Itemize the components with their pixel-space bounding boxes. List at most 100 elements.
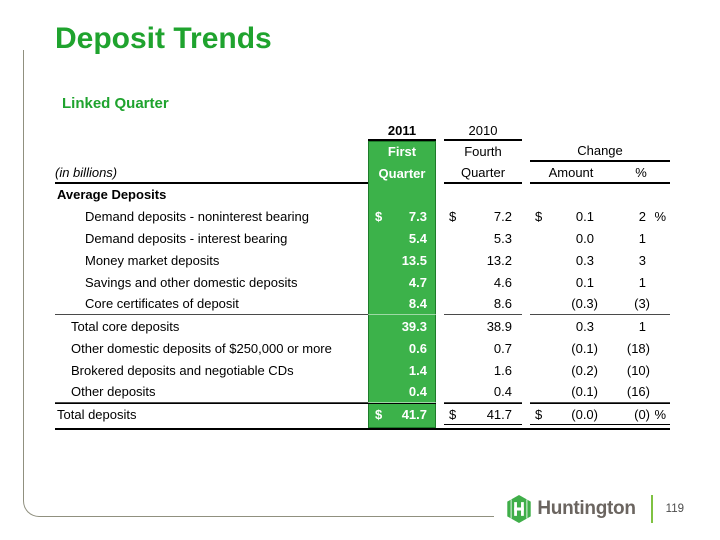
fourth-quarter-header-line2: Quarter — [444, 162, 522, 184]
deposit-table: 2011 2010 First Fourth Change (in billio… — [55, 122, 670, 430]
row-label: Demand deposits - interest bearing — [85, 230, 288, 246]
spacer — [530, 122, 670, 141]
change-amount-value: 0.0 — [575, 230, 594, 246]
fourth-quarter-value: 1.6 — [493, 362, 512, 378]
first-quarter-header-line1: First — [387, 144, 417, 159]
change-amount-value: 0.1 — [575, 274, 594, 290]
fourth-quarter-value: 0.4 — [444, 381, 522, 403]
spacer — [522, 403, 530, 425]
fourth-quarter-value: 0.7 — [493, 340, 512, 356]
first-quarter-value: 1.4 — [408, 362, 427, 378]
spacer — [436, 337, 444, 359]
spacer — [522, 359, 530, 381]
fourth-quarter-value: 38.9 — [486, 318, 512, 334]
unit-label: (in billions) — [55, 162, 368, 184]
spacer — [522, 205, 530, 227]
change-percent-value: 2% — [638, 208, 666, 224]
row-label: Money market deposits — [85, 252, 220, 268]
fourth-quarter-value: 13.2 — [486, 252, 512, 268]
spacer — [55, 141, 368, 162]
section-header: Average Deposits — [57, 187, 167, 202]
first-quarter-value: 13.5 — [401, 252, 427, 268]
fourth-quarter-value: $41.7 — [444, 403, 522, 425]
change-percent-value: (16) — [612, 381, 670, 403]
spacer — [444, 184, 522, 205]
spacer — [436, 162, 444, 184]
table-grid: 2011 2010 First Fourth Change (in billio… — [55, 122, 670, 428]
change-percent-value: (18) — [626, 340, 650, 356]
spacer — [436, 381, 444, 403]
spacer — [436, 359, 444, 381]
spacer — [522, 122, 530, 141]
row-label: Total core deposits — [71, 318, 180, 334]
spacer — [522, 271, 530, 293]
spacer — [522, 227, 530, 249]
slide-subtitle: Linked Quarter — [62, 95, 169, 112]
footer: Huntington 119 — [506, 492, 684, 526]
fourth-quarter-header-line1: Fourth — [464, 144, 502, 159]
fourth-quarter-value: 8.6 — [444, 293, 522, 315]
change-amount-value: (0.2) — [571, 362, 598, 378]
spacer — [522, 337, 530, 359]
first-quarter-value: $7.3 — [375, 208, 427, 224]
spacer — [368, 184, 436, 205]
change-percent-value: 1 — [638, 318, 646, 334]
first-quarter-value: 4.7 — [408, 274, 427, 290]
first-quarter-value: 39.3 — [401, 318, 427, 334]
percent-header: % — [612, 162, 670, 184]
row-label: Savings and other domestic deposits — [85, 274, 298, 290]
spacer — [522, 293, 530, 315]
spacer — [530, 184, 612, 205]
spacer — [522, 184, 530, 205]
page-title: Deposit Trends — [55, 22, 272, 55]
change-amount-value: (0.1) — [571, 340, 598, 356]
spacer — [436, 227, 444, 249]
spacer — [522, 162, 530, 184]
change-header: Change — [530, 141, 670, 162]
spacer — [522, 141, 530, 162]
change-amount-value: 0.3 — [575, 252, 594, 268]
spacer — [436, 141, 444, 162]
spacer — [522, 249, 530, 271]
spacer — [436, 403, 444, 425]
year-2010-header: 2010 — [444, 122, 522, 141]
first-quarter-value: 5.4 — [408, 230, 427, 246]
huntington-logo-icon — [507, 495, 532, 523]
change-amount-value: (0.1) — [530, 381, 612, 403]
spacer — [436, 184, 444, 205]
change-amount-value: (0.3) — [530, 293, 612, 315]
spacer — [436, 205, 444, 227]
row-label: Other deposits — [55, 381, 368, 403]
footer-divider — [650, 495, 653, 523]
brand-logo-text: Huntington — [537, 498, 636, 519]
spacer — [436, 271, 444, 293]
fourth-quarter-value: 4.6 — [493, 274, 512, 290]
row-label: Demand deposits - noninterest bearing — [85, 208, 310, 224]
change-percent-value: (0)% — [612, 403, 670, 425]
row-label: Core certificates of deposit — [55, 293, 368, 315]
change-amount-value: $0.1 — [535, 208, 594, 224]
spacer — [522, 315, 530, 337]
change-amount-value: $ (0.0) — [530, 403, 612, 425]
row-label: Other domestic deposits of $250,000 or m… — [71, 340, 332, 356]
spacer — [522, 381, 530, 403]
change-amount-value: 0.3 — [575, 318, 594, 334]
change-percent-value: 1 — [638, 274, 646, 290]
spacer — [436, 315, 444, 337]
page-number: 119 — [665, 503, 684, 515]
spacer — [436, 249, 444, 271]
change-percent-value: (3) — [612, 293, 670, 315]
first-quarter-value: 0.6 — [408, 340, 427, 356]
first-quarter-value: 0.4 — [368, 381, 436, 403]
spacer — [436, 293, 444, 315]
first-quarter-value: 8.4 — [368, 293, 436, 315]
change-percent-value: 3 — [638, 252, 646, 268]
first-quarter-highlight-band — [368, 141, 436, 428]
first-quarter-value: $41.7 — [368, 403, 436, 425]
amount-header: Amount — [530, 162, 612, 184]
year-2011-header: 2011 — [368, 122, 436, 141]
slide-frame-border — [23, 50, 494, 517]
first-quarter-header-line2: Quarter — [378, 165, 426, 181]
row-label: Total deposits — [55, 403, 368, 425]
change-percent-value: 1 — [638, 230, 646, 246]
